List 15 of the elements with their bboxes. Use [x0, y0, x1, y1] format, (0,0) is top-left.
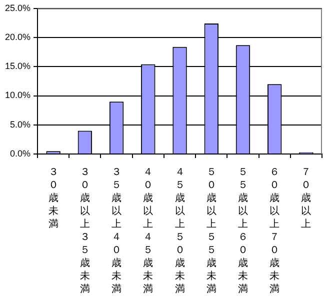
category-label: ５０歳以上５５歳未満 — [206, 167, 216, 296]
y-tick-label: 5.0% — [10, 119, 31, 130]
category-label: ５５歳以上６０歳未満 — [238, 167, 248, 296]
category-label: ３０歳以上３５歳未満 — [80, 167, 90, 296]
category-label: ６０歳以上７０歳未満 — [270, 167, 280, 296]
category-label: ３５歳以上４０歳未満 — [112, 167, 122, 296]
y-tick-label: 15.0% — [4, 61, 31, 72]
x-tick-label: ７０歳以上 — [301, 167, 312, 230]
y-tick-label: 10.0% — [4, 90, 31, 100]
y-tick-label: 0.0% — [10, 148, 31, 158]
y-tick-label: 25.0% — [4, 2, 31, 13]
category-label: ４５歳以上５０歳未満 — [174, 167, 185, 296]
y-tick-label: 20.0% — [4, 32, 31, 42]
category-label: ４０歳以上４５歳未満 — [143, 167, 154, 296]
x-tick-label: ３０歳未満 — [48, 167, 58, 230]
